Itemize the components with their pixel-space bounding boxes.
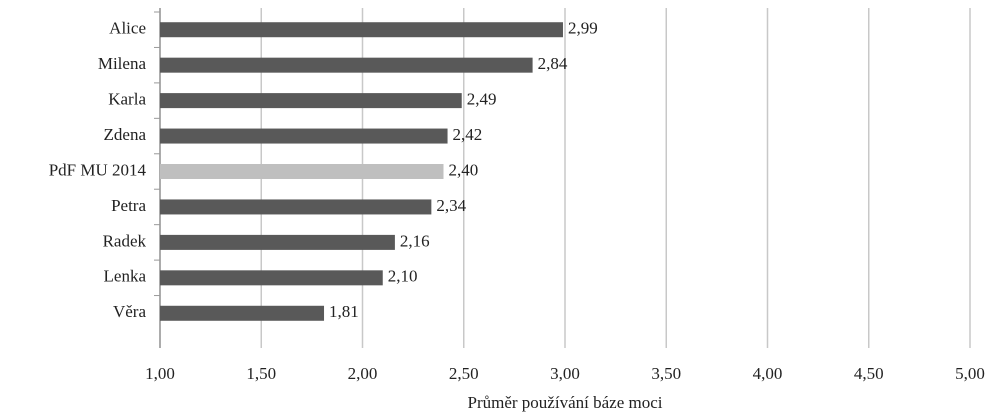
value-label: 2,42 xyxy=(453,125,483,144)
bar xyxy=(160,128,448,144)
value-label: 2,49 xyxy=(467,90,497,109)
bar xyxy=(160,22,563,38)
y-tick-label: Milena xyxy=(98,54,147,73)
y-tick-label: Zdena xyxy=(104,125,147,144)
x-tick-label: 2,00 xyxy=(348,364,378,383)
bar xyxy=(160,234,395,250)
bar xyxy=(160,305,325,321)
x-tick-label: 1,50 xyxy=(246,364,276,383)
y-tick-label: Věra xyxy=(113,302,146,321)
y-tick-label: Karla xyxy=(108,90,146,109)
y-tick-label: Lenka xyxy=(104,267,147,286)
y-tick-label: Radek xyxy=(103,231,147,250)
y-tick-label: Petra xyxy=(111,196,146,215)
value-label: 2,40 xyxy=(449,160,479,179)
x-axis-title: Průměr používání báze moci xyxy=(468,393,663,412)
value-label: 2,16 xyxy=(400,231,430,250)
bar xyxy=(160,270,383,286)
x-tick-label: 1,00 xyxy=(145,364,175,383)
x-tick-label: 4,00 xyxy=(753,364,783,383)
bar xyxy=(160,199,432,215)
bar xyxy=(160,57,533,73)
bar xyxy=(160,93,462,109)
x-tick-label: 2,50 xyxy=(449,364,479,383)
value-label: 2,10 xyxy=(388,267,418,286)
x-tick-label: 4,50 xyxy=(854,364,884,383)
value-label: 2,84 xyxy=(538,54,568,73)
value-label: 1,81 xyxy=(329,302,359,321)
x-tick-label: 3,00 xyxy=(550,364,580,383)
y-tick-label: PdF MU 2014 xyxy=(49,160,147,179)
y-tick-label: Alice xyxy=(109,19,146,38)
x-tick-label: 3,50 xyxy=(651,364,681,383)
value-label: 2,34 xyxy=(436,196,466,215)
value-label: 2,99 xyxy=(568,19,598,38)
x-tick-label: 5,00 xyxy=(955,364,985,383)
bar xyxy=(160,164,444,179)
